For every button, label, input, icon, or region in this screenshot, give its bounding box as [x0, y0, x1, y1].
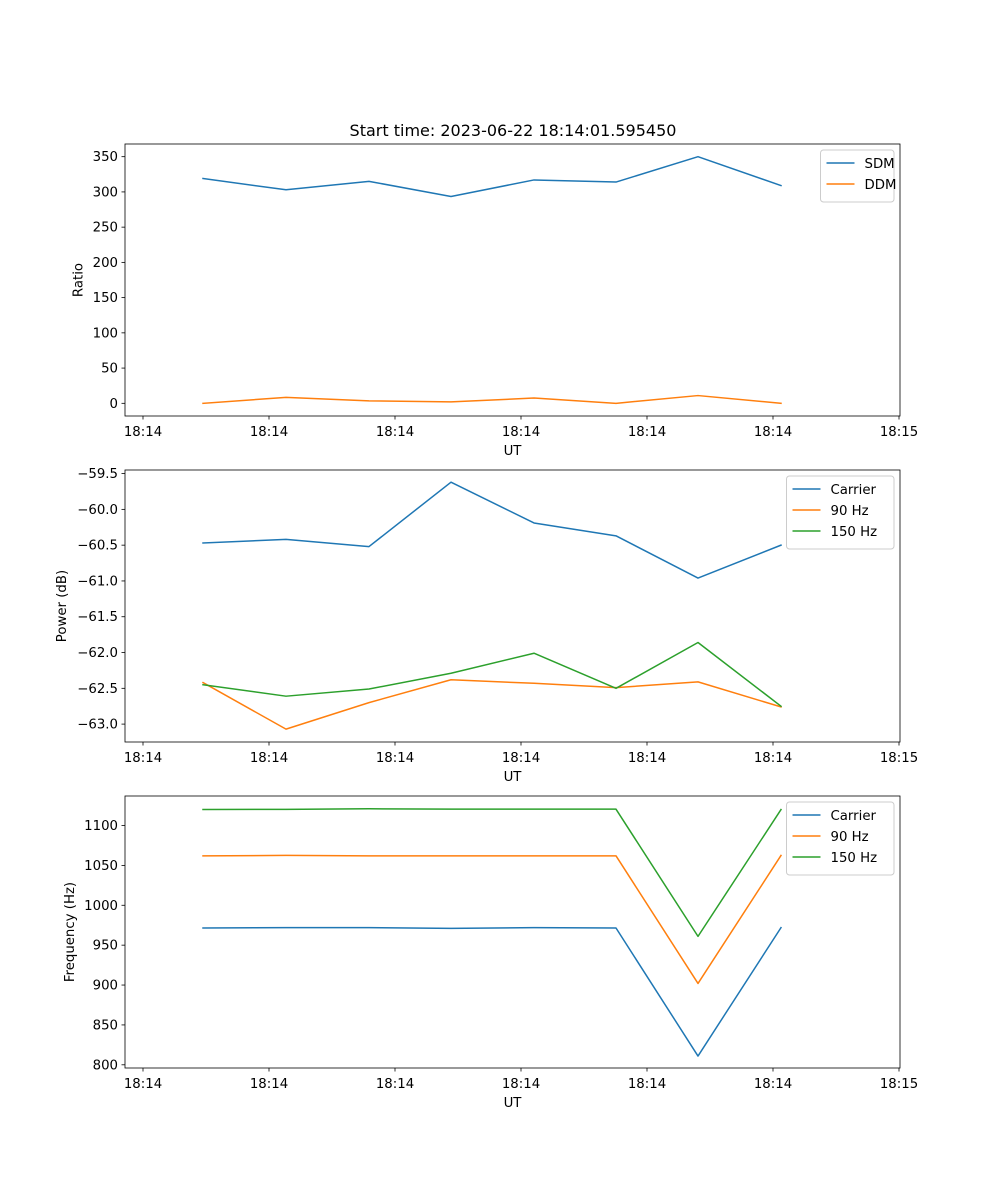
y-tick-label: −62.5 — [77, 682, 118, 697]
subplot-1: 18:14 18:14 18:14 18:14 18:14 18:14 18:15 UT 0 50… — [71, 143, 918, 459]
y-axis-label: Power (dB) — [55, 570, 70, 642]
y-tick-label: −60.5 — [77, 539, 118, 554]
series-line-sdm — [202, 155, 782, 198]
y-tick-label: −61.0 — [77, 574, 118, 589]
x-tick-label: 18:14 — [124, 1077, 162, 1092]
subplot-3: 18:14 18:14 18:14 18:14 18:14 18:14 18:15 UT 800… — [63, 795, 918, 1111]
y-tick-label: 200 — [93, 256, 118, 271]
legend: Carrier 90 Hz 150 Hz — [786, 475, 895, 550]
series-line-150-hz — [202, 808, 783, 938]
y-tick-label: 100 — [93, 326, 118, 341]
y-tick-label: 0 — [110, 397, 118, 412]
legend-entry: 150 Hz — [831, 525, 878, 540]
legend-entry: 90 Hz — [831, 830, 869, 845]
x-tick-label: 18:14 — [754, 1077, 792, 1092]
x-tick-label: 18:14 — [376, 751, 414, 766]
y-tick-label: 50 — [101, 362, 118, 377]
x-tick-label: 18:14 — [502, 1077, 540, 1092]
legend-entry: DDM — [865, 178, 897, 193]
y-tick-label: −59.5 — [77, 467, 118, 482]
y-tick-label: −61.5 — [77, 610, 118, 625]
legend-entry: 90 Hz — [831, 504, 869, 519]
legend: SDM DDM — [820, 149, 897, 203]
subplots: 18:14 18:14 18:14 18:14 18:14 18:14 18:15 UT 0 50… — [55, 143, 918, 1111]
plot-area — [202, 155, 782, 405]
legend-entry: Carrier — [831, 483, 877, 498]
y-axis-label: Frequency (Hz) — [63, 882, 78, 982]
y-tick-label: 250 — [93, 221, 118, 236]
x-axis-label: UT — [504, 444, 523, 459]
x-tick-label: 18:14 — [628, 1077, 666, 1092]
y-tick-label: 850 — [93, 1018, 118, 1033]
x-tick-label: 18:14 — [124, 751, 162, 766]
x-axis-label: UT — [504, 1096, 523, 1111]
plot-area — [201, 481, 783, 730]
series-line-90-hz — [202, 854, 783, 985]
x-tick-label: 18:15 — [880, 425, 918, 440]
y-tick-label: 900 — [93, 979, 118, 994]
figure-title: Start time: 2023-06-22 18:14:01.595450 — [350, 121, 677, 140]
series-line-150-hz — [202, 641, 783, 708]
x-tick-label: 18:14 — [754, 751, 792, 766]
series-line-carrier — [202, 926, 783, 1057]
y-tick-label: 800 — [93, 1058, 118, 1073]
legend-entry: SDM — [865, 157, 895, 172]
y-tick-label: 300 — [93, 185, 118, 200]
series-line-ddm — [202, 394, 782, 405]
y-tick-label: 1100 — [84, 819, 118, 834]
x-tick-label: 18:14 — [124, 425, 162, 440]
axes-frame — [124, 795, 901, 1069]
legend-entry: 150 Hz — [831, 851, 878, 866]
x-tick-label: 18:15 — [880, 1077, 918, 1092]
x-tick-label: 18:14 — [250, 425, 288, 440]
x-axis-label: UT — [504, 770, 523, 785]
y-tick-label: −60.0 — [77, 503, 118, 518]
subplot-2: 18:14 18:14 18:14 18:14 18:14 18:14 18:15 UT −63… — [55, 467, 918, 785]
axes-frame — [124, 469, 901, 743]
x-tick-label: 18:14 — [502, 751, 540, 766]
y-axis-label: Ratio — [71, 263, 86, 297]
x-tick-label: 18:14 — [628, 751, 666, 766]
y-tick-label: 150 — [93, 291, 118, 306]
x-tick-label: 18:14 — [376, 1077, 414, 1092]
y-tick-label: −63.0 — [77, 718, 118, 733]
x-tick-label: 18:14 — [502, 425, 540, 440]
x-tick-label: 18:14 — [250, 1077, 288, 1092]
x-tick-label: 18:14 — [250, 751, 288, 766]
legend: Carrier 90 Hz 150 Hz — [786, 801, 895, 876]
x-tick-label: 18:14 — [376, 425, 414, 440]
series-line-carrier — [202, 481, 782, 579]
x-tick-label: 18:14 — [754, 425, 792, 440]
y-tick-label: 350 — [93, 150, 118, 165]
y-tick-label: −62.0 — [77, 646, 118, 661]
y-tick-label: 1000 — [84, 899, 118, 914]
y-tick-label: 1050 — [84, 859, 118, 874]
y-tick-label: 950 — [93, 939, 118, 954]
axes-frame — [124, 143, 901, 417]
x-tick-label: 18:15 — [880, 751, 918, 766]
series-line-90-hz — [201, 678, 782, 730]
plot-area — [202, 808, 783, 1057]
x-tick-label: 18:14 — [628, 425, 666, 440]
legend-entry: Carrier — [831, 809, 877, 824]
